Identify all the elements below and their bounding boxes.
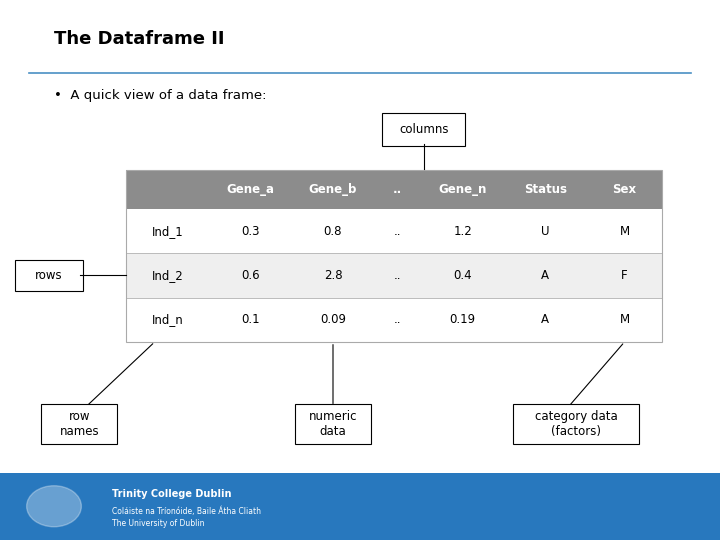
Text: Status: Status xyxy=(524,183,567,196)
Text: Gene_n: Gene_n xyxy=(438,183,487,196)
Text: A: A xyxy=(541,269,549,282)
Bar xyxy=(0,472,720,540)
Bar xyxy=(126,209,662,253)
Text: 0.19: 0.19 xyxy=(449,313,476,326)
Text: 2.8: 2.8 xyxy=(324,269,342,282)
Text: Trinity College Dublin: Trinity College Dublin xyxy=(112,489,231,499)
Text: ..: .. xyxy=(394,313,402,326)
FancyBboxPatch shape xyxy=(295,404,371,444)
Text: 0.4: 0.4 xyxy=(454,269,472,282)
Text: ..: .. xyxy=(394,225,402,238)
Text: Gene_a: Gene_a xyxy=(226,183,274,196)
Text: rows: rows xyxy=(35,269,63,282)
Text: 0.1: 0.1 xyxy=(241,313,259,326)
Text: Sex: Sex xyxy=(613,183,636,196)
Text: ..: .. xyxy=(393,183,402,196)
Text: The University of Dublin: The University of Dublin xyxy=(112,518,204,528)
Circle shape xyxy=(27,486,81,527)
Text: Ind_2: Ind_2 xyxy=(151,269,184,282)
Text: 0.3: 0.3 xyxy=(241,225,259,238)
Text: The Dataframe II: The Dataframe II xyxy=(54,30,225,48)
FancyBboxPatch shape xyxy=(14,260,84,291)
FancyBboxPatch shape xyxy=(382,113,465,146)
Text: 0.09: 0.09 xyxy=(320,313,346,326)
Bar xyxy=(126,170,662,209)
FancyBboxPatch shape xyxy=(42,404,117,444)
Text: Coláiste na Tríonóide, Baile Átha Cliath: Coláiste na Tríonóide, Baile Átha Cliath xyxy=(112,507,261,516)
Text: F: F xyxy=(621,269,628,282)
Text: 1.2: 1.2 xyxy=(453,225,472,238)
Text: U: U xyxy=(541,225,549,238)
Text: numeric
data: numeric data xyxy=(309,410,357,438)
Text: 0.8: 0.8 xyxy=(324,225,342,238)
Text: •  A quick view of a data frame:: • A quick view of a data frame: xyxy=(54,89,266,102)
Text: 0.6: 0.6 xyxy=(241,269,259,282)
Text: A: A xyxy=(541,313,549,326)
Text: ..: .. xyxy=(394,269,402,282)
Text: row
names: row names xyxy=(59,410,99,438)
FancyBboxPatch shape xyxy=(513,404,639,444)
Text: Gene_b: Gene_b xyxy=(309,183,357,196)
Text: Ind_1: Ind_1 xyxy=(151,225,184,238)
Text: Ind_n: Ind_n xyxy=(151,313,184,326)
Text: M: M xyxy=(619,225,630,238)
Bar xyxy=(126,298,662,342)
Text: category data
(factors): category data (factors) xyxy=(535,410,617,438)
Text: M: M xyxy=(619,313,630,326)
Bar xyxy=(126,170,662,342)
Text: columns: columns xyxy=(399,123,449,136)
Bar xyxy=(126,253,662,298)
